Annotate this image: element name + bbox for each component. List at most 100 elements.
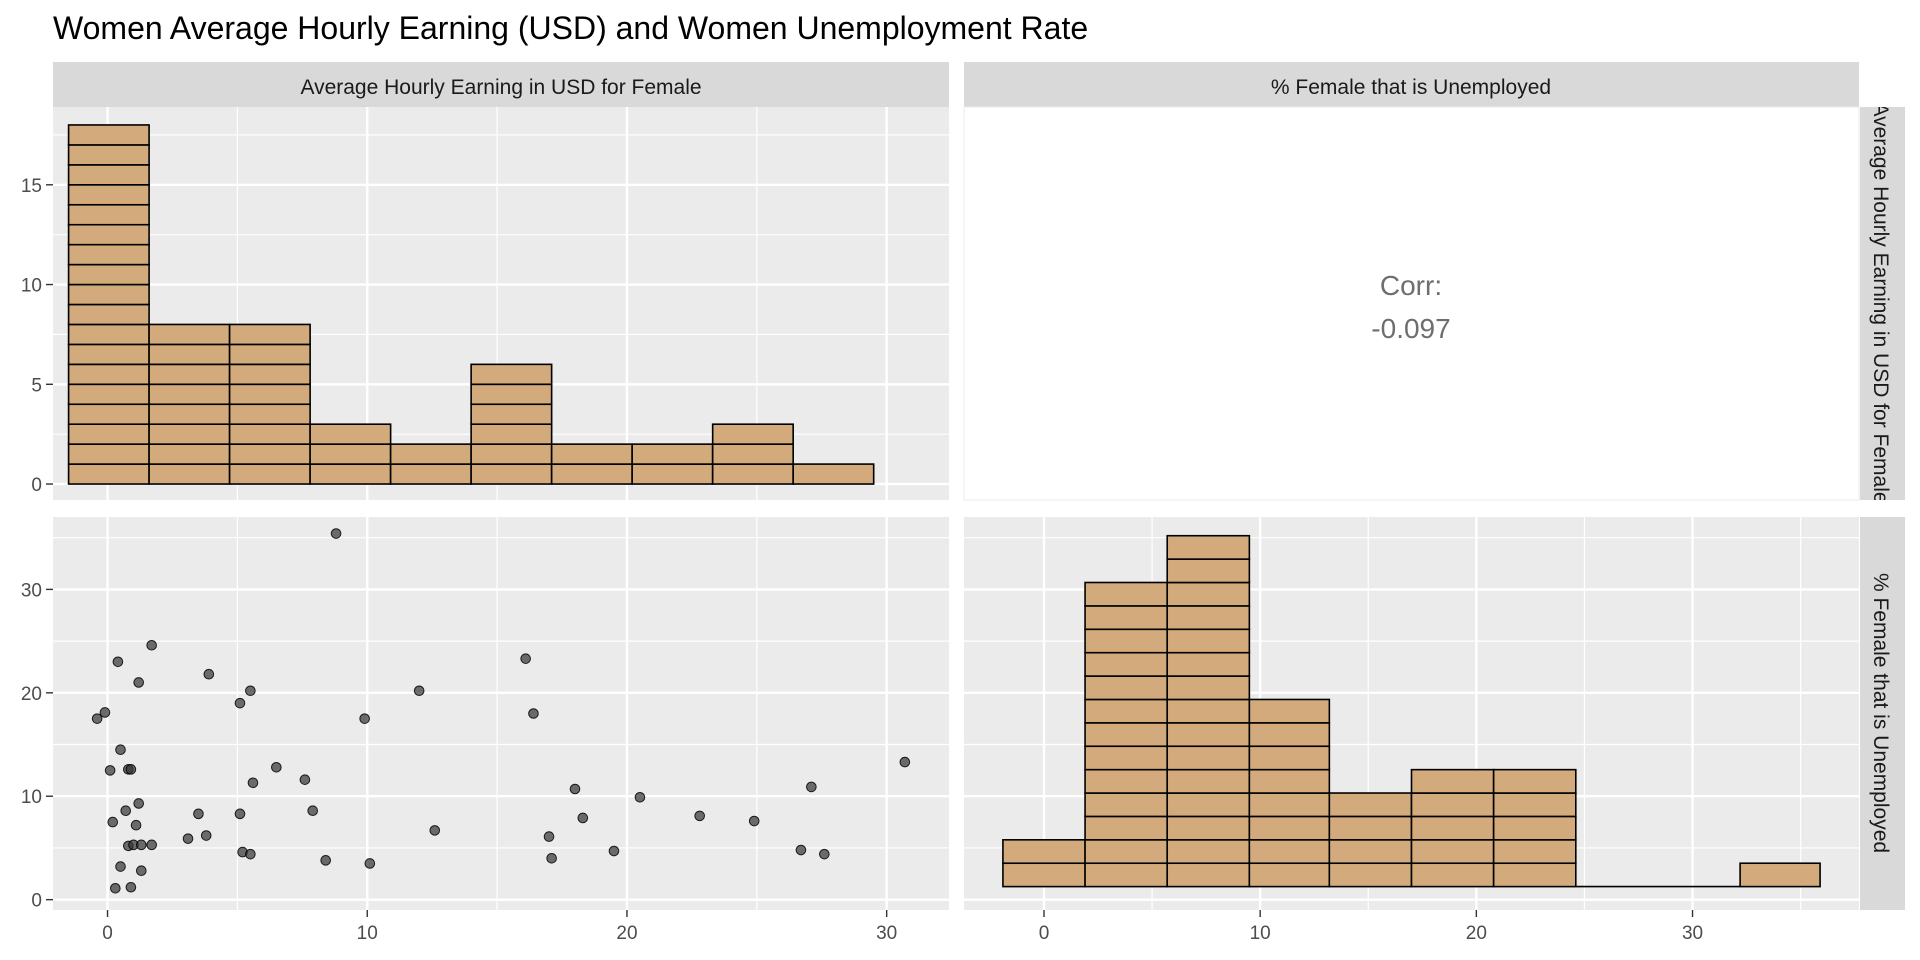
row-strip-2-label: % Female that is Unemployed bbox=[1869, 573, 1892, 853]
histogram-bar-segment bbox=[1492, 862, 1577, 888]
x-tick-label: 10 bbox=[1250, 923, 1271, 944]
histogram-bar-segment bbox=[67, 124, 150, 146]
histogram-bar-segment bbox=[148, 383, 231, 406]
x-tick-label: 30 bbox=[1682, 923, 1703, 944]
histogram-bar-segment bbox=[228, 403, 311, 425]
histogram-bar-segment bbox=[1248, 698, 1331, 724]
histogram-bar bbox=[711, 423, 794, 485]
scatter-point bbox=[146, 639, 157, 651]
histogram-bar-segment bbox=[228, 423, 311, 445]
histogram-bar bbox=[309, 423, 392, 485]
histogram-bar-segment bbox=[67, 263, 150, 286]
x-tick-label: 20 bbox=[616, 923, 637, 944]
y-tick-label: 15 bbox=[21, 176, 42, 197]
histogram-bar-segment bbox=[1166, 628, 1251, 654]
histogram-bar-segment bbox=[470, 363, 553, 386]
histogram-bar-segment bbox=[1328, 839, 1413, 865]
histogram-bar-segment bbox=[1166, 581, 1251, 607]
histogram-bar-segment bbox=[1410, 839, 1495, 865]
histogram-bar-segment bbox=[67, 203, 150, 226]
bottom-x-axis-right: 0 10 20 30 bbox=[1039, 910, 1703, 944]
histogram-bar-segment bbox=[1084, 675, 1169, 701]
y-tick-label: 30 bbox=[21, 580, 42, 601]
histogram-bar-segment bbox=[1248, 722, 1331, 748]
histogram-bar-segment bbox=[1248, 839, 1331, 865]
unemployment-histogram-panel bbox=[964, 517, 1859, 910]
histogram-bar-segment bbox=[1492, 815, 1577, 841]
histogram-bar-segment bbox=[1002, 862, 1086, 888]
histogram-bar-segment bbox=[470, 383, 553, 406]
histogram-bar-segment bbox=[67, 223, 150, 246]
row-strip-1-label: Average Hourly Earning in USD for Female bbox=[1869, 102, 1892, 503]
histogram-bar-segment bbox=[1084, 839, 1169, 865]
scatter-point bbox=[136, 865, 147, 877]
histogram-bar-segment bbox=[67, 423, 150, 445]
histogram-bar-segment bbox=[1492, 768, 1577, 794]
scatter-point bbox=[120, 805, 132, 817]
histogram-bar bbox=[1248, 698, 1331, 888]
histogram-bar-segment bbox=[550, 443, 633, 465]
histogram-bar-segment bbox=[1084, 815, 1169, 841]
histogram-bar bbox=[389, 443, 472, 485]
scatter-point bbox=[125, 764, 137, 775]
row-strip-1: Average Hourly Earning in USD for Female bbox=[1860, 102, 1905, 503]
histogram-bar-segment bbox=[148, 403, 231, 425]
histogram-bar-segment bbox=[228, 363, 311, 386]
histogram-bar-segment bbox=[67, 243, 150, 266]
correlation-panel: Corr: -0.097 bbox=[963, 106, 1860, 501]
histogram-bar-segment bbox=[792, 463, 875, 485]
histogram-bar-segment bbox=[1166, 558, 1251, 584]
scatter-point bbox=[104, 765, 116, 776]
histogram-bar-segment bbox=[1166, 792, 1251, 818]
scatter-point bbox=[546, 852, 557, 864]
scatter-point bbox=[429, 825, 441, 836]
y-tick-label: 10 bbox=[21, 276, 42, 297]
histogram-bar-segment bbox=[1166, 839, 1251, 865]
scatter-point bbox=[694, 810, 705, 822]
x-tick-label: 10 bbox=[357, 923, 378, 944]
histogram-bar-segment bbox=[67, 323, 150, 346]
y-tick-label: 10 bbox=[21, 787, 42, 808]
histogram-bar-segment bbox=[67, 363, 150, 386]
histogram-bar-segment bbox=[1166, 534, 1251, 560]
scatter-point bbox=[299, 774, 311, 785]
histogram-bar-segment bbox=[148, 363, 231, 386]
scatter-point bbox=[130, 819, 142, 831]
histogram-bar bbox=[1739, 862, 1821, 888]
histogram-bar-segment bbox=[1248, 768, 1331, 794]
y-tick-label: 0 bbox=[31, 475, 42, 496]
histogram-bar-segment bbox=[1410, 792, 1495, 818]
histogram-bar-segment bbox=[1410, 815, 1495, 841]
histogram-bar-segment bbox=[711, 443, 794, 465]
histogram-bar-segment bbox=[1166, 605, 1251, 631]
histogram-bar-segment bbox=[1166, 698, 1251, 724]
scatter-point bbox=[91, 713, 103, 724]
scatter-point bbox=[364, 858, 376, 869]
scatter-point bbox=[115, 744, 126, 755]
scatter-point bbox=[112, 656, 124, 668]
histogram-bar-segment bbox=[309, 443, 392, 465]
scatter-point bbox=[413, 685, 425, 697]
scatter-point bbox=[608, 845, 620, 857]
scatter-point bbox=[107, 816, 119, 828]
x-tick-label: 20 bbox=[1466, 923, 1487, 944]
histogram-bar-segment bbox=[67, 463, 150, 485]
histogram-bar-segment bbox=[1492, 792, 1577, 818]
scatter-point bbox=[899, 756, 911, 768]
scatter-point bbox=[193, 808, 204, 820]
histogram-bar bbox=[631, 443, 714, 485]
histogram-bar-segment bbox=[1084, 862, 1169, 888]
histogram-bar-segment bbox=[1410, 862, 1495, 888]
corr-value: -0.097 bbox=[1371, 313, 1450, 344]
figure-title: Women Average Hourly Earning (USD) and W… bbox=[53, 10, 1088, 46]
histogram-bar-segment bbox=[1328, 792, 1413, 818]
scatter-point bbox=[577, 812, 589, 824]
scatter-point bbox=[247, 777, 259, 789]
scatter-point bbox=[245, 848, 256, 860]
histogram-bar-segment bbox=[1166, 651, 1251, 677]
histogram-bar-segment bbox=[228, 383, 311, 406]
earnings-histogram-panel bbox=[53, 107, 949, 500]
scatter-point bbox=[307, 805, 319, 817]
histogram-bar bbox=[1410, 768, 1495, 888]
histogram-bar bbox=[792, 463, 875, 485]
